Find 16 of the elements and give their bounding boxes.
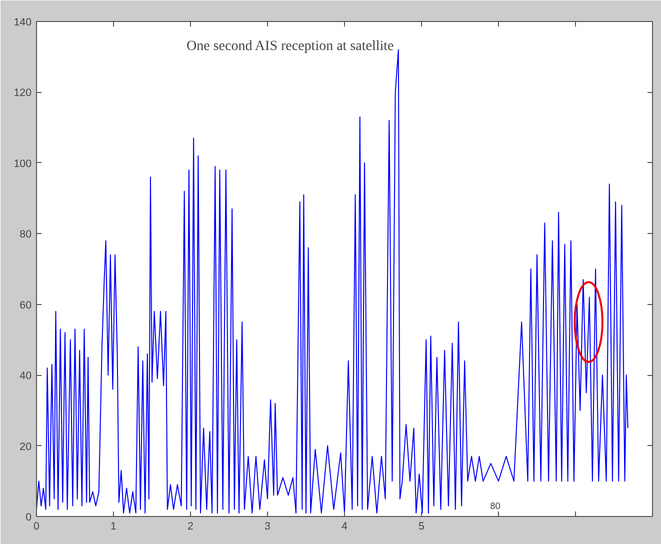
y-tick-label: 80 — [20, 228, 32, 241]
x-tick-label: 2 — [188, 520, 194, 532]
x-tick-label: 5 — [418, 520, 425, 532]
annotation: 80 — [490, 501, 501, 511]
y-tick-label: 40 — [20, 370, 32, 382]
y-tick-label: 60 — [20, 299, 32, 312]
y-tick-label: 20 — [20, 440, 32, 453]
x-tick-label: 0 — [34, 520, 40, 532]
text: One second AIS reception at satellite — [186, 39, 394, 54]
y-tick-label: 100 — [14, 158, 32, 170]
y-tick-label: 140 — [14, 16, 32, 28]
y-tick-label: 0 — [26, 512, 32, 524]
y-tick-label: 120 — [14, 87, 32, 100]
x-tick-label: 3 — [264, 520, 271, 532]
x-tick-label: 4 — [342, 520, 348, 532]
x-tick-label: 1 — [110, 520, 117, 532]
